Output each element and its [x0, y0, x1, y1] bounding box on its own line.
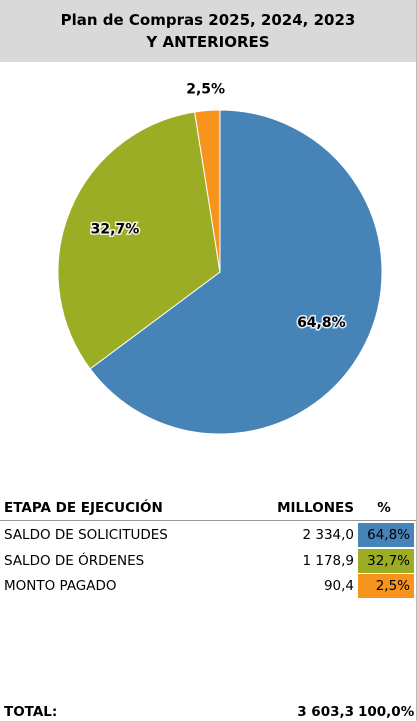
table-row: TOTAL: 3 603,3 100,0%	[0, 700, 416, 721]
table-row: MONTO PAGADO 90,4 2,5%	[0, 574, 416, 598]
table-cell: 2 334,0	[302, 527, 354, 543]
table-cell: SALDO DE SOLICITUDES	[4, 527, 168, 543]
table-cell: TOTAL:	[4, 704, 58, 720]
data-label: 64,8%	[297, 315, 346, 331]
table-cell: 90,4	[323, 578, 354, 594]
table-row: SALDO DE SOLICITUDES 2 334,0 64,8%	[0, 523, 416, 547]
table-cell: %	[377, 500, 391, 516]
table-cell: MONTO PAGADO	[4, 578, 117, 594]
table-row: SALDO DE ÓRDENES 1 178,9 32,7%	[0, 548, 416, 573]
table-row: ETAPA DE EJECUCIÓN MILLONES%	[0, 496, 416, 521]
table-cell: 100,0%	[358, 704, 415, 720]
table-cell: 3 603,3	[297, 704, 354, 720]
table-cell: SALDO DE ÓRDENES	[4, 552, 145, 569]
pie-slice	[89, 109, 383, 435]
pie-slice	[57, 111, 221, 370]
data-label: 32,7%	[91, 221, 140, 237]
table-cell: ETAPA DE EJECUCIÓN	[4, 500, 163, 516]
data-label: 2,5%	[186, 82, 225, 98]
table-cell: 2,5%	[358, 574, 414, 598]
table-cell: 64,8%	[358, 523, 414, 547]
chart-title: Plan de Compras 2025, 2024, 2023 Y ANTER…	[0, 0, 416, 62]
table-cell: 1 178,9	[302, 552, 354, 569]
table-cell: MILLONES	[277, 500, 354, 516]
table-cell: 32,7%	[358, 548, 414, 573]
pie-slice	[194, 109, 221, 273]
chart: 64,8% 32,7% 2,5%	[57, 80, 383, 435]
